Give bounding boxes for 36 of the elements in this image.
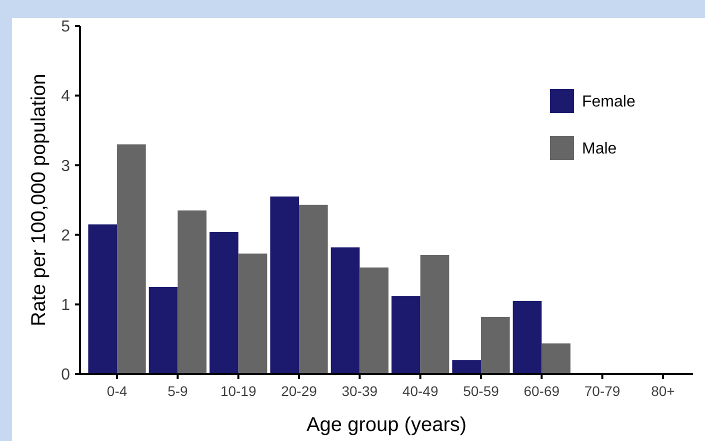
bar <box>360 268 388 374</box>
x-tick-label: 30-39 <box>342 383 378 399</box>
x-tick-label: 10-19 <box>220 383 256 399</box>
y-tick-label: 5 <box>61 18 70 36</box>
x-tick-label: 5-9 <box>168 383 188 399</box>
x-tick-label: 70-79 <box>584 383 620 399</box>
y-tick-label: 4 <box>61 88 70 106</box>
bar <box>420 254 450 374</box>
bar <box>392 296 420 374</box>
x-tick-label: 80+ <box>651 383 675 399</box>
bar <box>512 300 542 374</box>
x-tick-label: 20-29 <box>281 383 318 399</box>
bar <box>238 254 268 374</box>
bar <box>88 224 118 374</box>
x-axis-title: Age group (years) <box>306 414 467 436</box>
bar <box>117 144 146 374</box>
x-tick-label: 60-69 <box>524 383 560 399</box>
bar <box>330 247 360 374</box>
legend-label: Female <box>582 94 636 111</box>
bar <box>270 196 300 374</box>
y-axis-title: Rate per 100,000 population <box>28 74 50 326</box>
y-tick-label: 0 <box>61 366 70 384</box>
bar <box>178 210 206 374</box>
bar <box>299 204 328 374</box>
y-tick-label: 1 <box>61 297 70 314</box>
x-tick-label: 0-4 <box>106 383 128 399</box>
y-tick-label: 2 <box>61 227 70 244</box>
bar <box>452 360 481 374</box>
y-tick-label: 3 <box>61 158 70 175</box>
bar <box>480 316 510 374</box>
legend-label: Male <box>582 140 617 158</box>
x-tick-label: 40-49 <box>402 383 438 399</box>
x-tick-label: 50-59 <box>463 383 500 399</box>
bar <box>148 287 178 374</box>
bar <box>210 232 238 374</box>
bar <box>542 343 570 374</box>
